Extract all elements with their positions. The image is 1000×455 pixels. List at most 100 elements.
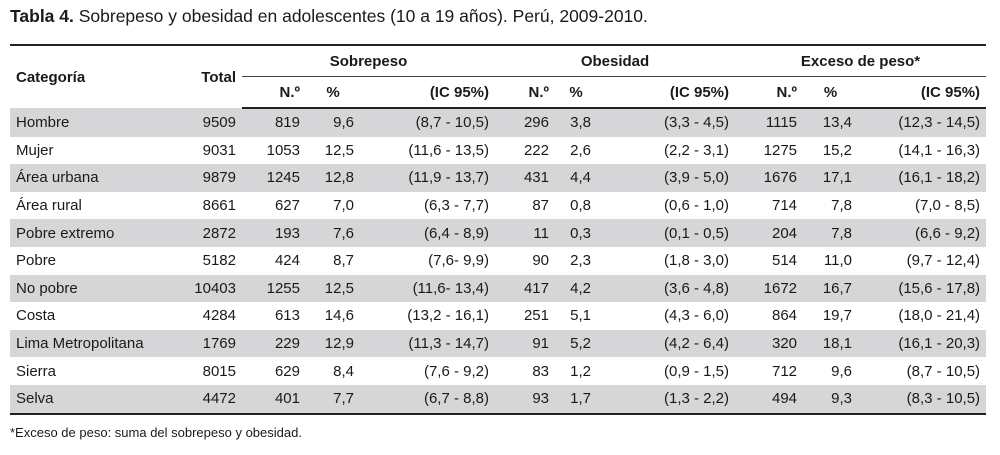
sobrepeso-ic: (11,9 - 13,7) [360, 164, 495, 192]
exceso-ic: (14,1 - 16,3) [898, 141, 981, 159]
table-row: Mujer 9031 1053 12,5 (11,6 - 13,5) 222 2,6 (2,2… [10, 137, 986, 165]
exceso-n: 1275 [763, 141, 798, 159]
header-sobrepeso: Sobrepeso [242, 44, 495, 77]
subheader-ic: (IC 95%) [858, 76, 987, 109]
exceso-pct: 15,2 [822, 141, 853, 159]
caption-text: Sobrepeso y obesidad en adolescentes (10… [73, 6, 648, 26]
exceso-n: 204 [735, 219, 804, 247]
row-total: 9031 [202, 141, 236, 159]
obesidad-ic: (3,9 - 5,0) [597, 164, 736, 192]
table-row: Costa 4284 613 14,6 (13,2 - 16,1) 251 5,1 (4,3 … [10, 302, 986, 330]
sobrepeso-pct: 7,0 [333, 197, 354, 215]
exceso-ic: (9,7 - 12,4) [906, 252, 981, 270]
subheader-pct: % [555, 76, 597, 109]
exceso-n: 494 [735, 384, 804, 415]
obesidad-pct: 1,7 [555, 384, 597, 415]
obesidad-n: 83 [532, 362, 549, 380]
sobrepeso-pct: 12,5 [324, 141, 354, 159]
exceso-pct: 13,4 [803, 108, 859, 137]
table-row: No pobre 10403 1255 12,5 (11,6- 13,4) 417 4,2(… [10, 274, 987, 303]
table-row: Área urbana 9879 1245 12,8 (11,9 - 13,7) 431 4… [10, 164, 987, 192]
row-total: 2872 [172, 219, 242, 247]
obesidad-ic: (3,3 - 4,5) [597, 108, 736, 137]
subheader-ic: (IC 95%) [360, 76, 495, 109]
exceso-pct: 11,0 [823, 252, 853, 270]
subheader-n: N.º [495, 76, 555, 109]
sobrepeso-ic: (7,6- 9,9) [428, 252, 489, 270]
data-table: Categoría Total Sobrepeso Obesidad Exces… [10, 44, 987, 415]
obesidad-ic: (4,2 - 6,4) [597, 329, 736, 358]
sobrepeso-ic: (6,3 - 7,7) [423, 197, 489, 215]
exceso-ic: (12,3 - 14,5) [858, 108, 987, 137]
exceso-n: 320 [735, 329, 804, 358]
obesidad-ic: (1,8 - 3,0) [663, 252, 730, 270]
sobrepeso-n: 424 [274, 252, 300, 270]
exceso-pct: 16,7 [803, 274, 859, 303]
obesidad-pct: 5,1 [570, 307, 591, 325]
sobrepeso-pct: 12,5 [306, 274, 360, 303]
row-category: Lima Metropolitana [10, 329, 172, 358]
sobrepeso-n: 1053 [266, 141, 300, 159]
header-categoria: Categoría [10, 44, 172, 108]
obesidad-n: 417 [495, 274, 555, 303]
sobrepeso-ic: (6,7 - 8,8) [360, 384, 495, 415]
exceso-pct: 18,1 [803, 329, 859, 358]
caption-label: Tabla 4. [10, 6, 74, 26]
row-category: Mujer [16, 141, 54, 159]
sobrepeso-ic: (13,2 - 16,1) [407, 307, 489, 325]
row-category: Pobre [16, 252, 57, 270]
row-total: 5182 [202, 252, 236, 270]
sobrepeso-pct: 12,8 [306, 164, 360, 192]
table-row: Hombre 9509 819 9,6 (8,7 - 10,5) 296 3,8 (3,3 -… [10, 108, 987, 137]
row-category: Pobre extremo [10, 219, 172, 247]
sobrepeso-ic: (8,7 - 10,5) [360, 108, 495, 137]
exceso-n: 712 [771, 362, 798, 380]
row-category: Área urbana [10, 164, 172, 192]
exceso-pct: 7,8 [803, 219, 859, 247]
obesidad-n: 222 [523, 141, 549, 159]
row-total: 9879 [172, 164, 242, 192]
row-category: Costa [16, 307, 56, 325]
row-category: No pobre [10, 274, 172, 303]
obesidad-n: 93 [495, 384, 555, 415]
sobrepeso-pct: 12,9 [306, 329, 360, 358]
sobrepeso-n: 1255 [242, 274, 306, 303]
exceso-pct: 19,7 [822, 307, 853, 325]
table-row: Selva 4472 401 7,7 (6,7 - 8,8) 93 1,7 (1,3 - 2,… [10, 384, 987, 415]
row-total: 9509 [172, 108, 242, 137]
exceso-ic: (6,6 - 9,2) [858, 219, 987, 247]
obesidad-pct: 5,2 [555, 329, 597, 358]
table-row: Sierra 8015 629 8,4 (7,6 - 9,2) 83 1,2 (0,9 - 1… [10, 357, 986, 385]
obesidad-ic: (2,2 - 3,1) [663, 141, 730, 159]
exceso-ic: (7,0 - 8,5) [915, 197, 981, 215]
sobrepeso-n: 629 [274, 362, 300, 380]
obesidad-n: 251 [523, 307, 549, 325]
row-total: 8015 [202, 362, 236, 380]
obesidad-ic: (0,9 - 1,5) [663, 362, 730, 380]
obesidad-pct: 0,8 [570, 197, 591, 215]
sobrepeso-pct: 7,6 [306, 219, 360, 247]
sobrepeso-n: 1245 [242, 164, 306, 192]
obesidad-ic: (3,6 - 4,8) [597, 274, 736, 303]
obesidad-pct: 4,2 [555, 274, 597, 303]
footnote: *Exceso de peso: suma del sobrepeso y ob… [10, 425, 302, 440]
exceso-ic: (15,6 - 17,8) [858, 274, 987, 303]
row-total: 10403 [172, 274, 242, 303]
exceso-n: 1676 [735, 164, 804, 192]
subheader-pct: % [803, 76, 859, 109]
exceso-n: 714 [771, 197, 798, 215]
exceso-pct: 9,6 [831, 362, 853, 380]
subheader-pct: % [306, 76, 360, 109]
exceso-ic: (16,1 - 18,2) [858, 164, 987, 192]
exceso-n: 1672 [735, 274, 804, 303]
row-category: Selva [10, 384, 172, 415]
exceso-n: 514 [771, 252, 798, 270]
obesidad-pct: 2,3 [570, 252, 591, 270]
obesidad-ic: (4,3 - 6,0) [663, 307, 730, 325]
header-obesidad: Obesidad [495, 44, 736, 77]
sobrepeso-ic: (11,6- 13,4) [360, 274, 495, 303]
row-category: Sierra [16, 362, 57, 380]
sobrepeso-pct: 8,7 [333, 252, 354, 270]
obesidad-n: 11 [495, 219, 555, 247]
subheader-ic: (IC 95%) [597, 76, 736, 109]
